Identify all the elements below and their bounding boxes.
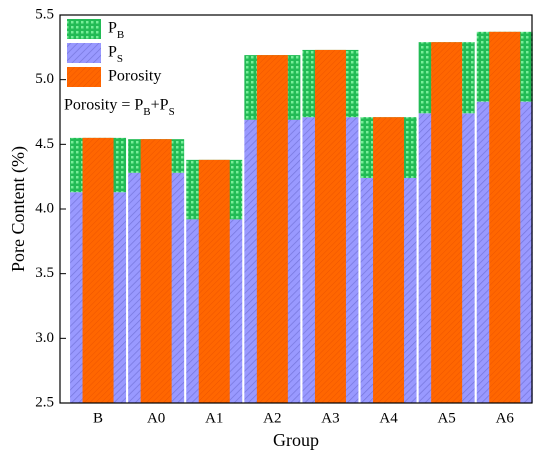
x-tick-label: A4 (379, 410, 398, 426)
x-tick-label: A6 (496, 410, 515, 426)
legend-label: Porosity (108, 68, 161, 85)
legend-swatch (67, 43, 101, 63)
bar-porosity (314, 49, 346, 404)
y-tick-label: 5.5 (35, 6, 54, 22)
bar-porosity (198, 159, 230, 403)
x-tick-label: A0 (147, 410, 165, 426)
legend-swatch (67, 19, 101, 39)
bar-porosity (373, 117, 405, 403)
bar-porosity (256, 55, 288, 404)
x-tick-label: A5 (437, 410, 455, 426)
bar-porosity (140, 139, 172, 403)
plot-frame (59, 14, 533, 404)
y-tick-label: 4.5 (35, 136, 54, 152)
x-tick-label: A3 (321, 410, 339, 426)
legend-swatch (67, 67, 101, 87)
legend-label: PS (108, 44, 123, 65)
y-tick-label: 3.5 (35, 265, 54, 281)
y-tick-label: 4.0 (35, 200, 54, 216)
x-tick-label: A1 (205, 410, 223, 426)
bar-porosity (82, 137, 114, 403)
bar-porosity (489, 31, 521, 404)
legend-label: PB (108, 20, 124, 41)
bar-porosity (431, 42, 463, 403)
y-tick-label: 3.0 (35, 330, 54, 346)
x-axis-title: Group (273, 430, 319, 450)
y-tick-label: 2.5 (35, 394, 54, 410)
annotation: Porosity = PB+PS (64, 97, 175, 118)
y-axis-title: Pore Content (%) (8, 146, 29, 272)
x-tick-label: B (93, 410, 103, 426)
y-tick-label: 5.0 (35, 71, 54, 87)
x-tick-label: A2 (263, 410, 281, 426)
